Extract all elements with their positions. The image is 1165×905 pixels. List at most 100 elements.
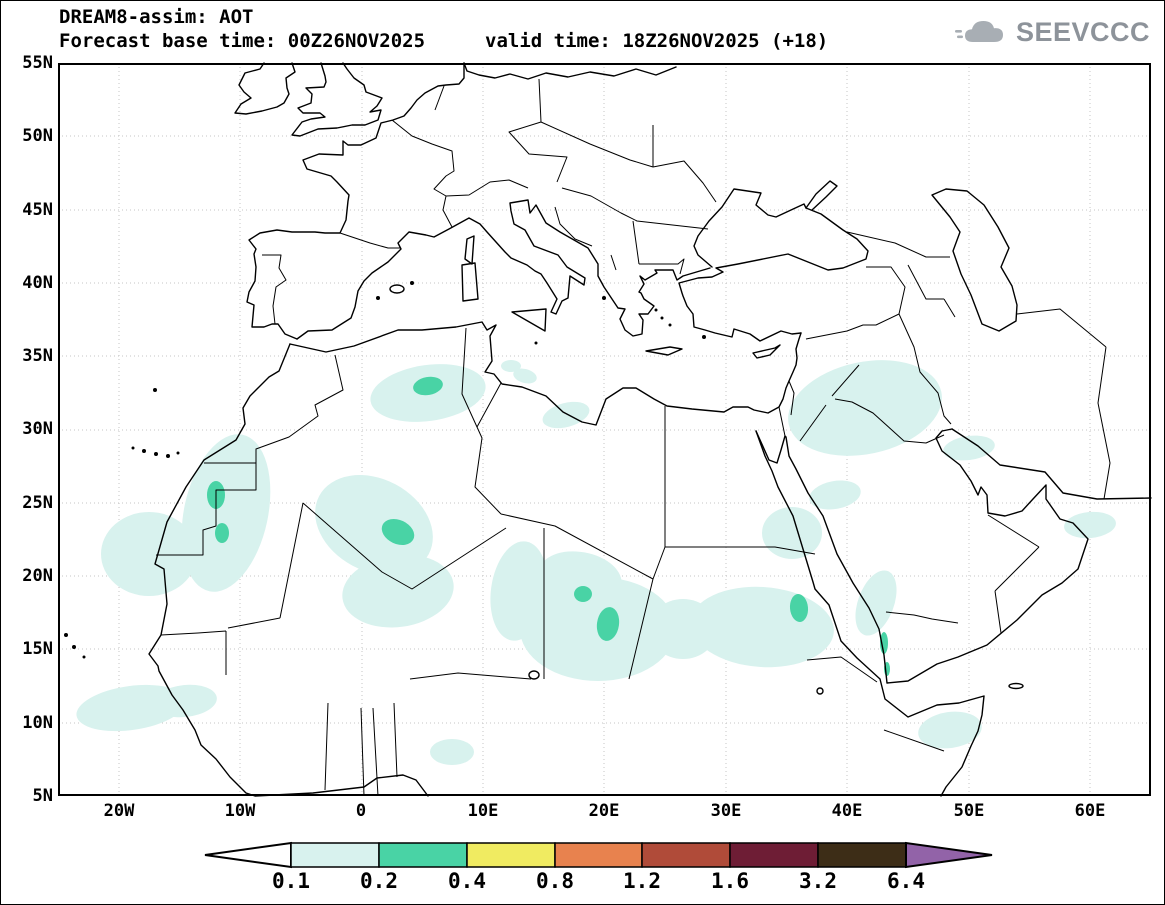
aot-patch: [542, 401, 590, 429]
borders-northwest-africa: [156, 354, 344, 556]
aot-patch: [943, 435, 995, 461]
aot-patch: [153, 684, 217, 718]
lat-label: 10N: [22, 713, 53, 733]
colorbar-tick: 3.2: [799, 869, 837, 893]
borders-sahara: [227, 327, 816, 680]
lon-label: 0: [355, 801, 367, 821]
aot-patch: [788, 360, 942, 456]
aot-patch: [315, 475, 433, 575]
borders-sahel-west-africa: [160, 630, 532, 797]
colorbar-segment: [466, 842, 556, 868]
colorbar-tick: 0.8: [536, 869, 574, 893]
colorbar-segment: [554, 842, 643, 868]
island-mallorca: [389, 284, 405, 294]
lon-label: 20W: [103, 801, 135, 821]
lake-chad: [528, 670, 540, 680]
lat-label: 55N: [22, 53, 53, 73]
colorbar-tick: 6.4: [887, 869, 925, 893]
coast-africa-atlantic: [148, 343, 429, 797]
colorbar-tick: 1.2: [623, 869, 661, 893]
forecast-times: Forecast base time: 00Z26NOV2025 valid ti…: [59, 30, 828, 52]
aot-patch: [430, 739, 474, 765]
aot-patch: [880, 632, 888, 654]
lon-label: 60E: [1074, 801, 1106, 821]
colorbar-segment: [641, 842, 731, 868]
aot-patch: [574, 586, 592, 602]
lat-label: 35N: [22, 346, 53, 366]
colorbar-tick: 1.6: [711, 869, 749, 893]
borders-caucasus-iran: [846, 231, 1111, 500]
aot-patch: [381, 518, 415, 546]
coast-anatolia-blacksea: [678, 188, 869, 342]
lat-label: 30N: [22, 419, 53, 439]
colorbar-tick: 0.4: [448, 869, 486, 893]
borders-middle-east: [778, 266, 952, 444]
aot-patch: [855, 570, 897, 636]
island-corsica: [464, 235, 475, 265]
colorbar-tick: 0.1: [272, 869, 310, 893]
coast-ireland: [234, 62, 296, 115]
colorbar-segment: [729, 842, 819, 868]
lat-label: 15N: [22, 639, 53, 659]
island-crete: [645, 346, 683, 356]
aot-patch: [809, 480, 861, 510]
small-islands: [64, 281, 706, 659]
aot-patch: [501, 360, 521, 372]
aot-patch: [342, 554, 454, 628]
coast-redsea-west-gulf-of-aden: [755, 430, 985, 797]
aot-patches-light: [76, 360, 1116, 765]
island-socotra: [1008, 682, 1024, 690]
lat-label: 40N: [22, 273, 53, 293]
aot-patch: [789, 594, 809, 622]
aot-patch: [215, 523, 229, 543]
borders-horn-of-africa: [806, 656, 945, 752]
coast-sinai-arabia: [755, 428, 1089, 684]
coast-baltic: [463, 62, 677, 80]
cloud-icon: [954, 21, 1003, 42]
aot-patch: [538, 551, 622, 605]
seevccc-logo: SEEVCCC: [954, 15, 1150, 49]
aot-patch: [101, 512, 197, 596]
colorbar-segment: [378, 842, 468, 868]
lat-label: 5N: [32, 786, 53, 806]
lon-label: 20E: [588, 801, 620, 821]
coast-iran: [951, 428, 1152, 500]
coast-britain: [291, 62, 383, 137]
country-borders: [156, 78, 1111, 797]
aot-patch: [1064, 511, 1116, 539]
colorbar-segment: [817, 842, 907, 868]
aot-patch: [918, 711, 982, 749]
coast-sea-of-azov: [805, 180, 838, 211]
colorbar-segment: [290, 842, 380, 868]
lon-label: 10E: [467, 801, 499, 821]
islands-and-lakes: [64, 235, 1024, 695]
base-time-text: Forecast base time: 00Z26NOV2025: [59, 30, 426, 52]
lat-label: 50N: [22, 126, 53, 146]
lon-label: 40E: [831, 801, 863, 821]
borders-western-europe: [391, 78, 717, 228]
page-title: DREAM8-assim: AOT: [59, 6, 254, 28]
coast-europe-mediterranean: [296, 199, 711, 340]
borders-iberia: [262, 232, 400, 325]
aot-patch: [690, 586, 834, 668]
coast-atlantic-europe: [246, 62, 465, 340]
aot-patch: [513, 368, 537, 384]
island-sardinia: [461, 262, 479, 302]
aot-patch: [596, 607, 620, 641]
coastlines: [148, 62, 1152, 797]
aot-patch: [181, 434, 271, 592]
graticule: [58, 63, 1151, 796]
lat-label: 20N: [22, 566, 53, 586]
lake-tana: [816, 687, 824, 695]
lon-label: 10W: [224, 801, 256, 821]
lon-label: 30E: [710, 801, 742, 821]
coast-africa-mediterranean: [289, 321, 802, 426]
map-frame: [58, 63, 1151, 796]
coast-caspian-sea: [931, 188, 1018, 332]
aot-patch: [762, 507, 822, 559]
lat-label: 45N: [22, 200, 53, 220]
borders-arabia: [885, 514, 1040, 634]
aot-patch: [413, 376, 443, 396]
aot-patches-mid: [207, 376, 890, 676]
